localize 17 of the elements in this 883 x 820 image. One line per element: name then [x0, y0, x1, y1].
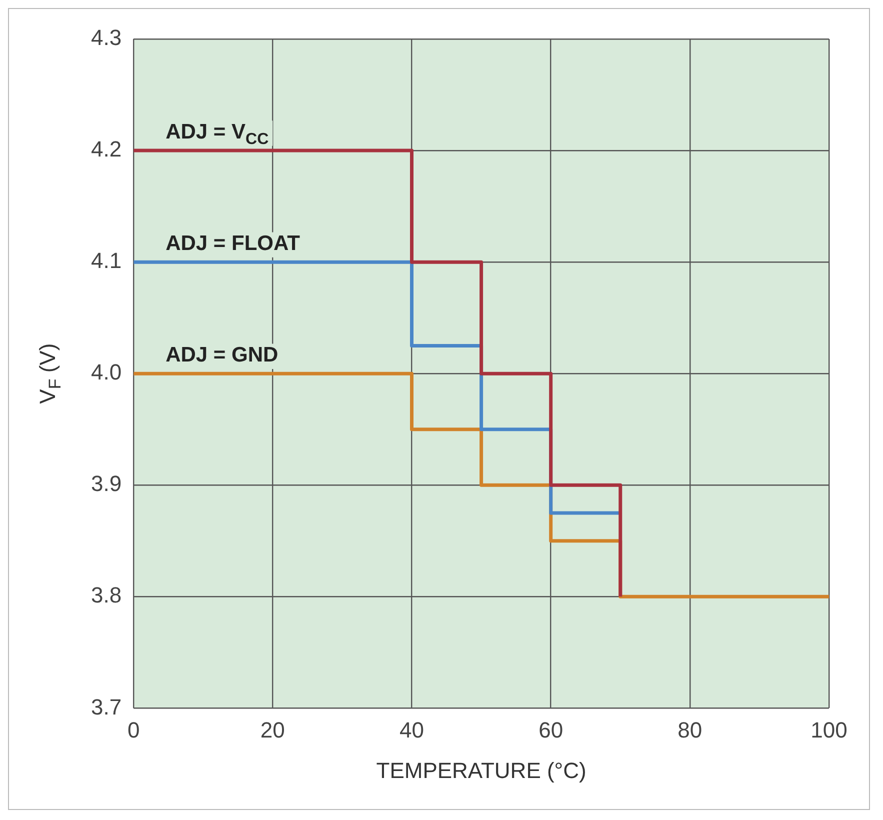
series-label: ADJ = GND: [166, 344, 278, 367]
x-tick-label: 60: [538, 717, 564, 742]
y-tick-label: 4.2: [90, 136, 122, 162]
y-tick-label: 3.7: [90, 694, 122, 720]
x-tick-label: 0: [127, 717, 140, 742]
x-axis-title: TEMPERATURE (°C): [376, 758, 586, 783]
x-tick-label: 100: [810, 717, 848, 742]
series-label: ADJ = FLOAT: [166, 232, 300, 256]
y-tick-label: 4.3: [90, 25, 122, 50]
y-axis-title: VF (V): [35, 343, 64, 404]
x-tick-label: 20: [260, 717, 285, 742]
x-tick-label: 80: [678, 717, 702, 742]
y-tick-label: 3.9: [90, 471, 122, 496]
x-tick-label: 40: [400, 717, 424, 742]
y-tick-label: 3.8: [90, 582, 122, 608]
y-tick-label: 4.1: [90, 248, 122, 274]
y-tick-label: 4.0: [90, 360, 122, 385]
